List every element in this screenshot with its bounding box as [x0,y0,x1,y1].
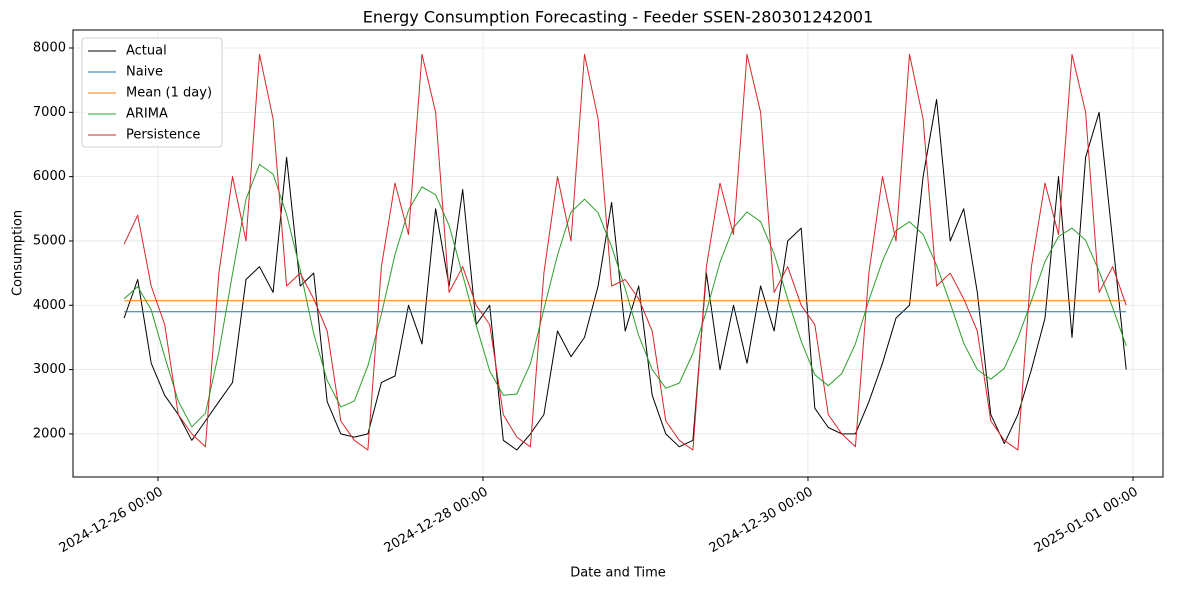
x-axis-label: Date and Time [570,566,666,581]
legend-label: Persistence [126,128,200,143]
legend-label: ARIMA [126,107,168,122]
y-tick-label: 2000 [33,426,66,441]
y-tick-label: 6000 [33,169,66,184]
plot-frame [72,29,1164,478]
legend-box [81,37,223,148]
legend-label: Naive [126,65,163,80]
y-tick-label: 7000 [33,105,66,120]
chart-title: Energy Consumption Forecasting - Feeder … [363,8,874,27]
y-tick-label: 4000 [33,298,66,313]
legend: Actual Naive Mean (1 day) ARIMA Persistence [81,37,223,148]
y-tick-label: 8000 [33,41,66,56]
legend-label: Mean (1 day) [126,86,212,101]
series-line [123,99,1127,451]
series-line [123,163,1127,428]
y-axis-label: Consumption [11,210,26,296]
legend-label: Actual [126,44,167,59]
series-line [123,53,1127,451]
y-tick-label: 3000 [33,362,66,377]
y-tick-label: 5000 [33,233,66,248]
